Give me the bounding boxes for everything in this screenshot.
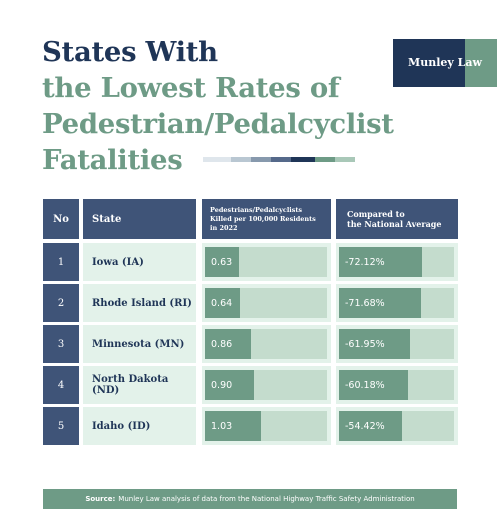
rate-bar-fill	[205, 411, 261, 441]
row-state: Minnesota (MN)	[43, 325, 196, 363]
compare-value: -60.18%	[345, 379, 385, 391]
row-state-bg	[83, 325, 196, 363]
compare-value: -61.95%	[345, 338, 385, 350]
decorative-gradient-bar	[203, 157, 355, 162]
compare-bar-fill	[339, 288, 422, 318]
row-state: Idaho (ID)	[43, 407, 196, 445]
rate-bar-fill	[205, 370, 254, 400]
title-line-2: the Lowest Rates of	[42, 72, 340, 104]
header-state: State	[83, 199, 196, 239]
compare-bar-track: -71.68%	[339, 288, 454, 318]
compare-value: -54.42%	[345, 420, 385, 432]
compare-bar-track: -61.95%	[339, 329, 454, 359]
compare-bar-fill	[339, 370, 409, 400]
compare-value: -71.68%	[345, 297, 385, 309]
compare-bar-fill	[339, 247, 422, 277]
compare-bar-track: -72.12%	[339, 247, 454, 277]
title-line-4: Fatalities	[42, 144, 183, 176]
compare-bar-fill	[339, 411, 402, 441]
row-number: 2	[43, 284, 79, 322]
row-state-bg	[83, 366, 196, 404]
rate-bar-fill	[205, 288, 240, 318]
rate-bar-fill	[205, 247, 240, 277]
row-number: 5	[43, 407, 79, 445]
compare-bar-track: -60.18%	[339, 370, 454, 400]
title-line-3: Pedestrian/Pedalcyclist	[42, 108, 394, 140]
logo-text: Munley Law	[408, 56, 482, 69]
footer-text: Munley Law analysis of data from the Nat…	[118, 495, 415, 503]
source-footer: Source: Munley Law analysis of data from…	[43, 489, 457, 509]
munley-law-logo: Munley Law	[393, 39, 497, 87]
rate-value: 0.63	[211, 256, 233, 268]
rate-bar-track: 0.86	[205, 329, 327, 359]
rate-bar-track: 0.63	[205, 247, 327, 277]
row-state-bg	[83, 284, 196, 322]
rate-bar-track: 0.64	[205, 288, 327, 318]
row-number: 1	[43, 243, 79, 281]
row-number: 4	[43, 366, 79, 404]
footer-label: Source:	[85, 495, 116, 503]
state-label: North Dakota (ND)	[92, 374, 169, 396]
row-state: Iowa (IA)	[43, 243, 196, 281]
state-label: Rhode Island (RI)	[92, 297, 192, 309]
row-state-bg	[83, 407, 196, 445]
state-label: Iowa (IA)	[92, 256, 144, 268]
compare-value: -72.12%	[345, 256, 385, 268]
header-rate: Pedestrians/Pedalcyclists Killed per 100…	[202, 199, 331, 239]
compare-bar-fill	[339, 329, 411, 359]
page-title: States With the Lowest Rates of Pedestri…	[42, 34, 394, 178]
rate-value: 0.64	[211, 297, 233, 309]
row-state: North Dakota (ND)	[43, 366, 196, 404]
row-state-bg	[83, 243, 196, 281]
title-line-1: States With	[42, 36, 218, 68]
rate-value: 0.90	[211, 379, 233, 391]
rate-bar-track: 0.90	[205, 370, 327, 400]
rate-value: 1.03	[211, 420, 233, 432]
row-number: 3	[43, 325, 79, 363]
header-compare: Compared to the National Average	[336, 199, 458, 239]
state-label: Minnesota (MN)	[92, 338, 185, 350]
rate-bar-track: 1.03	[205, 411, 327, 441]
row-state: Rhode Island (RI)	[43, 284, 196, 322]
rate-value: 0.86	[211, 338, 233, 350]
header-no: No	[43, 199, 79, 239]
state-label: Idaho (ID)	[92, 420, 151, 432]
compare-bar-track: -54.42%	[339, 411, 454, 441]
rate-bar-fill	[205, 329, 252, 359]
